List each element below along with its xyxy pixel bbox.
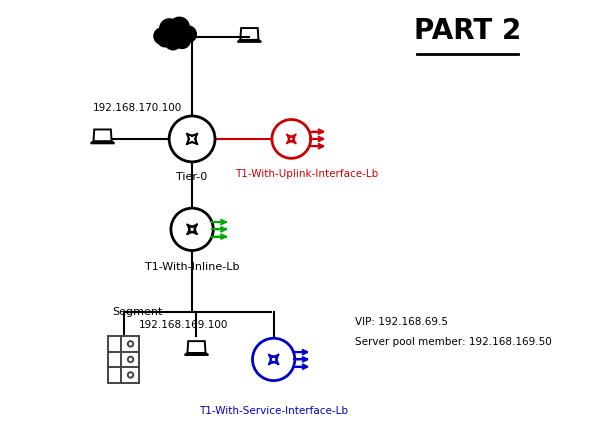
Text: Server pool member: 192.168.169.50: Server pool member: 192.168.169.50 (355, 337, 552, 347)
Circle shape (154, 28, 171, 45)
Text: T1-With-Inline-Lb: T1-With-Inline-Lb (145, 262, 240, 272)
Text: 192.168.169.100: 192.168.169.100 (139, 321, 228, 330)
Circle shape (160, 19, 179, 38)
Circle shape (272, 120, 311, 158)
Text: VIP: 192.168.69.5: VIP: 192.168.69.5 (355, 317, 448, 327)
Circle shape (180, 26, 196, 42)
Text: 192.168.170.100: 192.168.170.100 (93, 103, 182, 113)
Circle shape (169, 116, 215, 162)
Circle shape (171, 208, 213, 250)
Text: PART 2: PART 2 (414, 17, 522, 45)
Circle shape (169, 17, 189, 37)
Circle shape (158, 33, 172, 47)
Circle shape (165, 34, 182, 50)
Circle shape (174, 32, 191, 49)
Text: Tier-0: Tier-0 (177, 172, 208, 182)
Text: T1-With-Service-Interface-Lb: T1-With-Service-Interface-Lb (199, 406, 348, 416)
Text: T1-With-Uplink-Interface-Lb: T1-With-Uplink-Interface-Lb (235, 169, 378, 179)
Text: Segment: Segment (113, 307, 163, 317)
Circle shape (252, 338, 295, 381)
